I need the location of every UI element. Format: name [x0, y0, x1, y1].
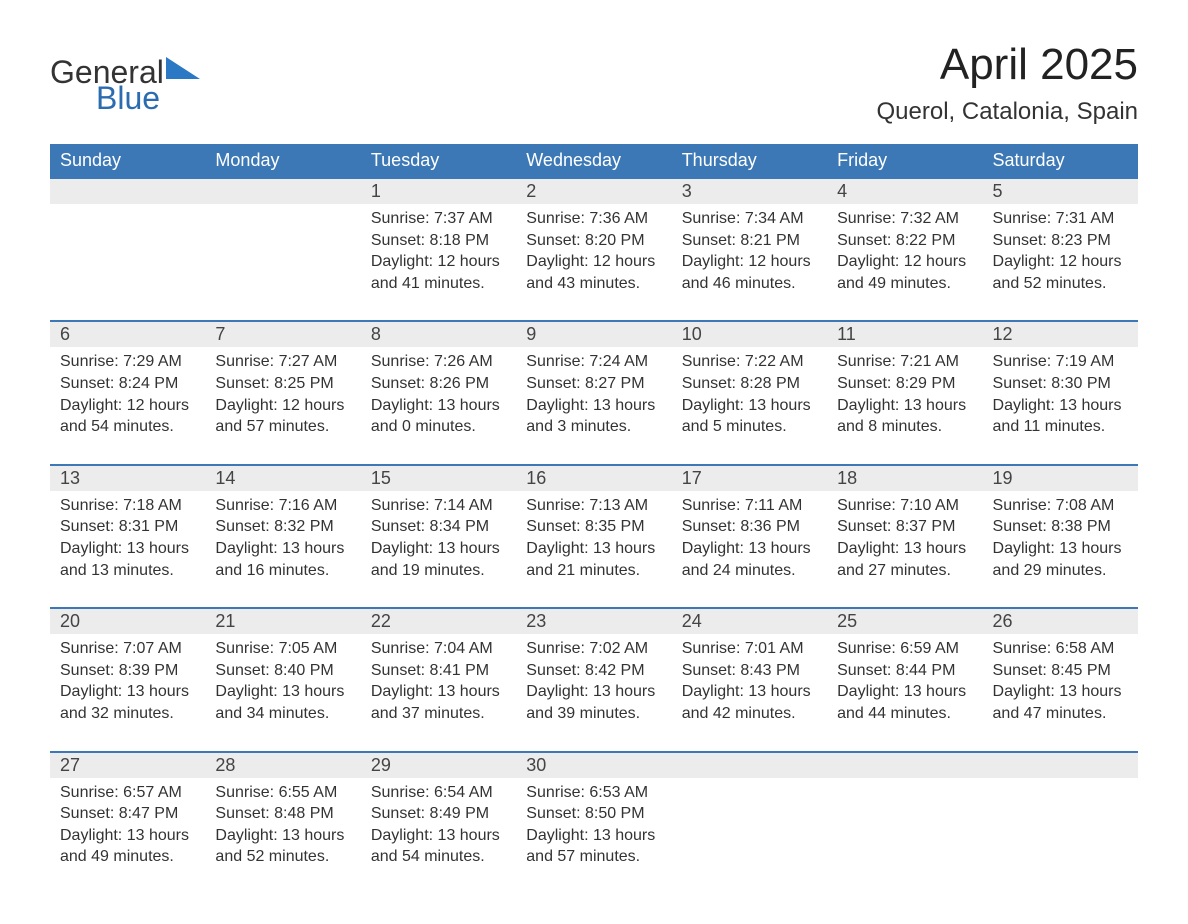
day-number-empty: [983, 753, 1138, 778]
day-detail-empty: [827, 778, 982, 894]
day-header: Monday: [205, 144, 360, 179]
day-detail-row: Sunrise: 7:29 AMSunset: 8:24 PMDaylight:…: [50, 347, 1138, 464]
day-header: Saturday: [983, 144, 1138, 179]
day-detail: Sunrise: 6:58 AMSunset: 8:45 PMDaylight:…: [983, 634, 1138, 751]
day-number: 24: [672, 609, 827, 634]
day-detail: Sunrise: 7:01 AMSunset: 8:43 PMDaylight:…: [672, 634, 827, 751]
day-number: 6: [50, 322, 205, 347]
day-detail-empty: [205, 204, 360, 321]
day-number-row: 6789101112: [50, 322, 1138, 347]
day-detail: Sunrise: 7:05 AMSunset: 8:40 PMDaylight:…: [205, 634, 360, 751]
day-detail-row: Sunrise: 6:57 AMSunset: 8:47 PMDaylight:…: [50, 778, 1138, 894]
day-number: 21: [205, 609, 360, 634]
day-detail: Sunrise: 7:24 AMSunset: 8:27 PMDaylight:…: [516, 347, 671, 464]
day-number: 1: [361, 179, 516, 204]
calendar-header-row: SundayMondayTuesdayWednesdayThursdayFrid…: [50, 144, 1138, 179]
day-detail: Sunrise: 7:22 AMSunset: 8:28 PMDaylight:…: [672, 347, 827, 464]
logo: General Blue: [50, 40, 200, 114]
day-detail-empty: [50, 204, 205, 321]
day-number: 8: [361, 322, 516, 347]
day-detail: Sunrise: 6:57 AMSunset: 8:47 PMDaylight:…: [50, 778, 205, 894]
day-number-row: 20212223242526: [50, 609, 1138, 634]
day-detail: Sunrise: 7:37 AMSunset: 8:18 PMDaylight:…: [361, 204, 516, 321]
day-detail: Sunrise: 7:21 AMSunset: 8:29 PMDaylight:…: [827, 347, 982, 464]
day-detail: Sunrise: 7:08 AMSunset: 8:38 PMDaylight:…: [983, 491, 1138, 608]
day-number: 13: [50, 466, 205, 491]
day-number: 4: [827, 179, 982, 204]
day-header: Friday: [827, 144, 982, 179]
day-detail: Sunrise: 7:19 AMSunset: 8:30 PMDaylight:…: [983, 347, 1138, 464]
day-header: Wednesday: [516, 144, 671, 179]
page-title: April 2025: [877, 40, 1139, 90]
day-number: 19: [983, 466, 1138, 491]
day-number: 16: [516, 466, 671, 491]
day-detail: Sunrise: 6:55 AMSunset: 8:48 PMDaylight:…: [205, 778, 360, 894]
day-number: 29: [361, 753, 516, 778]
day-detail: Sunrise: 7:18 AMSunset: 8:31 PMDaylight:…: [50, 491, 205, 608]
day-number-row: 13141516171819: [50, 466, 1138, 491]
day-number-empty: [205, 179, 360, 204]
day-detail: Sunrise: 7:14 AMSunset: 8:34 PMDaylight:…: [361, 491, 516, 608]
day-detail-empty: [672, 778, 827, 894]
day-number: 18: [827, 466, 982, 491]
day-detail: Sunrise: 7:34 AMSunset: 8:21 PMDaylight:…: [672, 204, 827, 321]
day-detail: Sunrise: 6:53 AMSunset: 8:50 PMDaylight:…: [516, 778, 671, 894]
day-number: 23: [516, 609, 671, 634]
day-detail: Sunrise: 7:11 AMSunset: 8:36 PMDaylight:…: [672, 491, 827, 608]
day-detail: Sunrise: 7:16 AMSunset: 8:32 PMDaylight:…: [205, 491, 360, 608]
day-detail: Sunrise: 7:04 AMSunset: 8:41 PMDaylight:…: [361, 634, 516, 751]
day-detail-row: Sunrise: 7:37 AMSunset: 8:18 PMDaylight:…: [50, 204, 1138, 321]
calendar-page: General Blue April 2025 Querol, Cataloni…: [0, 0, 1188, 924]
day-number: 2: [516, 179, 671, 204]
header: General Blue April 2025 Querol, Cataloni…: [50, 40, 1138, 126]
day-detail: Sunrise: 7:02 AMSunset: 8:42 PMDaylight:…: [516, 634, 671, 751]
day-detail: Sunrise: 7:10 AMSunset: 8:37 PMDaylight:…: [827, 491, 982, 608]
day-number: 14: [205, 466, 360, 491]
day-number: 9: [516, 322, 671, 347]
calendar-table: SundayMondayTuesdayWednesdayThursdayFrid…: [50, 144, 1138, 894]
day-number: 5: [983, 179, 1138, 204]
day-detail-empty: [983, 778, 1138, 894]
day-header: Sunday: [50, 144, 205, 179]
day-header: Thursday: [672, 144, 827, 179]
day-detail: Sunrise: 7:29 AMSunset: 8:24 PMDaylight:…: [50, 347, 205, 464]
day-number: 22: [361, 609, 516, 634]
day-number: 28: [205, 753, 360, 778]
day-number: 30: [516, 753, 671, 778]
page-subtitle: Querol, Catalonia, Spain: [877, 98, 1139, 126]
day-detail: Sunrise: 7:13 AMSunset: 8:35 PMDaylight:…: [516, 491, 671, 608]
day-detail: Sunrise: 7:31 AMSunset: 8:23 PMDaylight:…: [983, 204, 1138, 321]
day-detail-row: Sunrise: 7:07 AMSunset: 8:39 PMDaylight:…: [50, 634, 1138, 751]
logo-text-blue: Blue: [96, 82, 200, 114]
day-detail: Sunrise: 7:07 AMSunset: 8:39 PMDaylight:…: [50, 634, 205, 751]
day-number: 10: [672, 322, 827, 347]
day-number-empty: [50, 179, 205, 204]
day-number: 3: [672, 179, 827, 204]
title-block: April 2025 Querol, Catalonia, Spain: [877, 40, 1139, 126]
day-number: 17: [672, 466, 827, 491]
day-number-row: 27282930: [50, 753, 1138, 778]
day-detail: Sunrise: 7:32 AMSunset: 8:22 PMDaylight:…: [827, 204, 982, 321]
day-detail: Sunrise: 7:27 AMSunset: 8:25 PMDaylight:…: [205, 347, 360, 464]
day-detail: Sunrise: 6:54 AMSunset: 8:49 PMDaylight:…: [361, 778, 516, 894]
day-number: 12: [983, 322, 1138, 347]
day-number-empty: [672, 753, 827, 778]
day-number: 25: [827, 609, 982, 634]
day-number: 27: [50, 753, 205, 778]
day-number: 15: [361, 466, 516, 491]
day-number: 20: [50, 609, 205, 634]
day-number-empty: [827, 753, 982, 778]
day-number: 26: [983, 609, 1138, 634]
day-detail: Sunrise: 7:36 AMSunset: 8:20 PMDaylight:…: [516, 204, 671, 321]
day-header: Tuesday: [361, 144, 516, 179]
day-detail: Sunrise: 6:59 AMSunset: 8:44 PMDaylight:…: [827, 634, 982, 751]
day-detail: Sunrise: 7:26 AMSunset: 8:26 PMDaylight:…: [361, 347, 516, 464]
day-number: 7: [205, 322, 360, 347]
day-number: 11: [827, 322, 982, 347]
day-number-row: 12345: [50, 179, 1138, 204]
logo-triangle-icon: [166, 52, 200, 84]
day-detail-row: Sunrise: 7:18 AMSunset: 8:31 PMDaylight:…: [50, 491, 1138, 608]
